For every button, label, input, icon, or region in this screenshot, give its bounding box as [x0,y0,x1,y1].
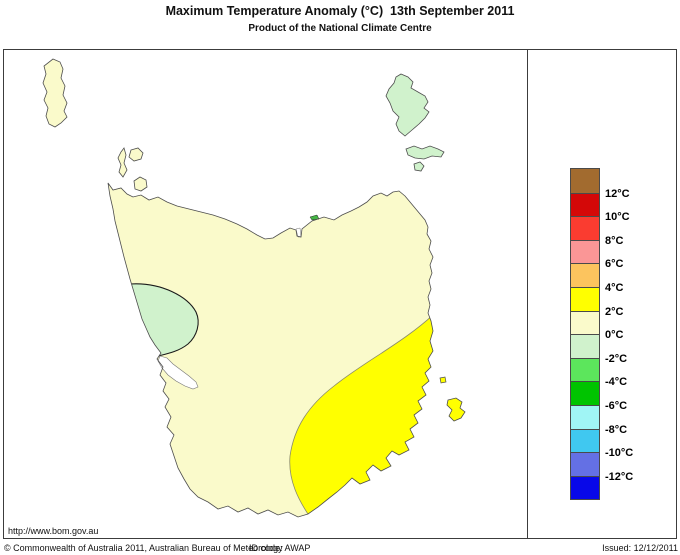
id-code-text: ID code: AWAP [249,543,311,553]
legend-tick-label: 2°C [605,305,624,318]
legend-cell: -8°C [571,404,627,436]
legend-tick-label: 6°C [605,258,624,271]
southeast-warm-region [289,313,433,517]
hunter-island [117,147,128,178]
legend-cell: -4°C [571,357,627,388]
legend-scale: 12°C 10°C 8°C 6°C 4°C 2°C 0°C -2°C -4°C -6°C -8°C -… [570,168,633,501]
flinders-island [385,73,430,137]
robbins-island [133,176,148,192]
three-hummock-island [128,147,144,162]
legend-tick-label: -6°C [605,399,628,412]
legend-cell: -2°C [571,334,627,365]
legend-tick-label: 10°C [605,211,630,224]
legend-cell: -6°C [571,381,627,412]
cape-barren-island [405,145,445,160]
macquarie-harbour [157,355,199,390]
legend-cell: 8°C [571,216,623,247]
bom-url-text: http://www.bom.gov.au [8,526,99,536]
issued-date-text: Issued: 12/12/2011 [602,543,678,553]
legend-cell: 4°C [571,263,623,294]
clarke-island [413,161,425,172]
legend-cell: -12°C [571,452,633,483]
legend-cell: -10°C [571,428,633,459]
page-subtitle: Product of the National Climate Centre [248,23,432,34]
legend-cell [571,475,599,500]
king-island [42,58,68,128]
legend-panel-divider [527,50,528,538]
legend-tick-label: -2°C [605,352,628,365]
east-coast-islet [439,376,447,384]
legend-tick-label: -8°C [605,423,628,436]
legend-tick-label: 8°C [605,234,624,247]
copyright-text: © Commonwealth of Australia 2011, Austra… [4,543,283,553]
legend-tick-label: -10°C [605,447,634,460]
page-title: Maximum Temperature Anomaly (°C) 13th Se… [165,4,515,18]
legend-tick-label: -12°C [605,470,634,483]
legend-tick-label: 12°C [605,187,630,200]
legend-cell: 2°C [571,286,623,318]
legend-cell: 12°C [571,169,630,200]
legend-tick-label: 4°C [605,281,624,294]
legend-cell: 0°C [571,310,623,341]
legend-tick-label: 0°C [605,329,624,342]
legend-tick-label: -4°C [605,376,628,389]
legend-cell: 6°C [571,239,623,270]
tasmania-map [42,58,466,518]
maria-island [446,397,466,422]
legend-cell: 10°C [571,192,630,223]
